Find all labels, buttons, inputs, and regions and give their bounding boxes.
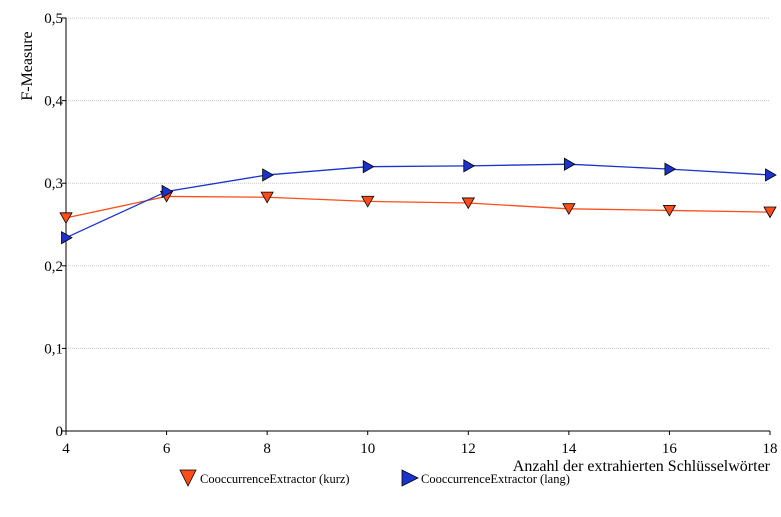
data-point [260,191,274,204]
data-point [262,168,274,182]
axes [65,18,770,432]
data-point [664,162,677,176]
data-point [61,231,73,245]
series-lang [61,157,777,245]
grid-lines [66,17,770,349]
data-point [361,195,375,208]
x-tick-label: 8 [263,441,271,457]
x-tick-label: 4 [62,441,70,457]
y-tick-label: 0 [56,424,64,440]
x-tick-label: 14 [561,441,577,457]
legend-label: CooccurrenceExtractor (lang) [421,472,570,486]
y-tick-label: 0,2 [44,259,63,275]
data-point [765,168,777,182]
series-line [65,195,771,219]
x-tick-label: 12 [461,441,476,457]
data-point [563,157,576,171]
series-line [65,163,771,239]
x-tick-labels: 4 6 8 10 12 14 16 18 [62,431,778,457]
data-point [161,184,174,199]
y-tick-label: 0,3 [44,176,63,192]
data-point [763,206,777,219]
x-tick-label: 16 [662,441,678,457]
y-tick-label: 0,1 [44,341,63,357]
legend-label: CooccurrenceExtractor (kurz) [200,472,350,486]
x-tick-label: 6 [163,441,171,457]
data-point [59,212,73,225]
y-tick-label: 0,5 [44,11,63,27]
x-tick-label: 18 [763,441,778,457]
data-point [562,203,576,216]
y-tick-labels: 0 0,1 0,2 0,3 0,4 0,5 [44,11,66,440]
legend-marker [179,469,197,487]
x-axis-title: Anzahl der extrahierten Schlüsselwörter [513,458,771,475]
y-tick-label: 0,4 [44,94,63,110]
series-kurz [59,190,777,225]
legend: CooccurrenceExtractor (kurz) Cooccurrence… [179,469,570,487]
legend-item: CooccurrenceExtractor (lang) [401,469,570,487]
legend-marker [401,469,419,487]
data-point [461,197,475,210]
legend-item: CooccurrenceExtractor (kurz) [179,469,350,487]
data-series [59,157,777,245]
data-point [463,159,476,173]
y-axis-title: F-Measure [19,31,36,100]
data-point [362,159,375,174]
x-tick-label: 10 [360,441,375,457]
data-point [662,204,677,217]
